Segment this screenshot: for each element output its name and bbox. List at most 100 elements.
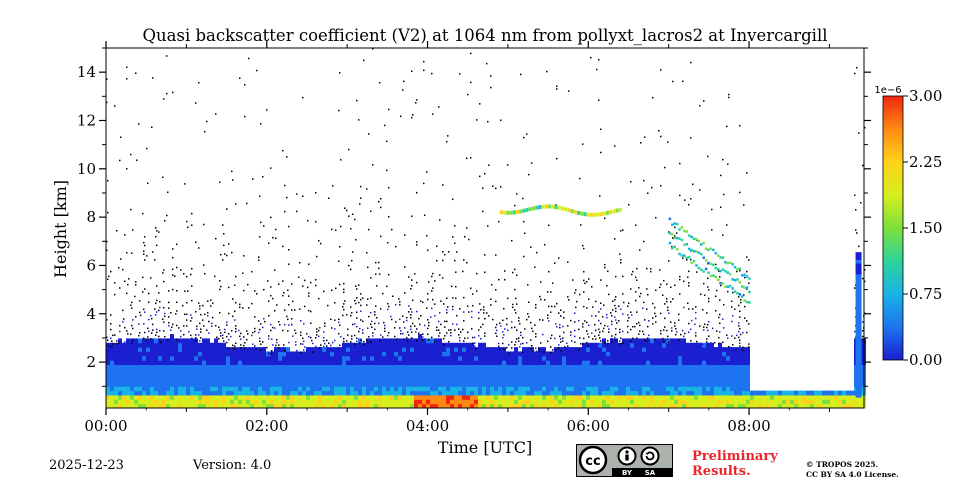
noise-pixel: [483, 306, 485, 308]
heatmap-cell: [170, 360, 174, 366]
heatmap-cell: [646, 342, 650, 348]
heatmap-cell: [702, 347, 706, 352]
noise-pixel: [684, 199, 686, 201]
noise-pixel: [536, 350, 538, 352]
noise-pixel: [323, 339, 325, 342]
heatmap-cell: [218, 386, 222, 392]
heatmap-cell: [442, 403, 446, 409]
heatmap-cell: [855, 364, 862, 369]
heatmap-cell: [162, 373, 166, 379]
heatmap-cell: [338, 381, 342, 387]
heatmap-cell: [134, 399, 138, 405]
noise-pixel: [339, 324, 341, 326]
heatmap-cell: [574, 347, 578, 352]
heatmap-cell: [514, 377, 518, 383]
heatmap-cell: [855, 393, 862, 398]
heatmap-cell: [554, 368, 558, 374]
noise-pixel: [235, 275, 237, 278]
noise-pixel: [459, 308, 461, 310]
heatmap-cell: [654, 373, 658, 379]
heatmap-cell: [746, 377, 750, 383]
heatmap-cell: [702, 381, 706, 387]
heatmap-cell: [602, 386, 606, 392]
heatmap-cell: [282, 364, 286, 370]
heatmap-cell: [678, 403, 682, 409]
plume-pixel: [695, 238, 698, 241]
heatmap-cell: [146, 355, 150, 361]
noise-pixel: [391, 228, 393, 231]
noise-pixel: [746, 331, 748, 334]
plume-pixel: [733, 290, 737, 293]
heatmap-cell: [406, 394, 410, 400]
noise-pixel: [282, 149, 284, 152]
noise-pixel: [156, 311, 158, 313]
heatmap-cell: [426, 347, 430, 352]
noise-pixel: [340, 159, 342, 161]
heatmap-cell: [855, 321, 862, 326]
heatmap-cell: [450, 360, 454, 366]
heatmap-cell: [726, 368, 730, 374]
noise-pixel: [144, 259, 146, 261]
heatmap-cell: [470, 377, 474, 383]
heatmap-cell: [174, 373, 178, 379]
noise-pixel: [114, 293, 116, 296]
heatmap-cell: [630, 368, 634, 374]
heatmap-cell: [634, 381, 638, 387]
noise-pixel: [302, 195, 304, 198]
noise-pixel: [318, 335, 320, 338]
heatmap-cell: [738, 381, 742, 387]
heatmap-cell: [466, 360, 470, 366]
heatmap-cell: [534, 373, 538, 379]
heatmap-cell: [110, 351, 114, 357]
noise-pixel: [527, 284, 529, 286]
noise-pixel: [186, 301, 188, 304]
noise-pixel: [446, 140, 448, 143]
noise-pixel: [286, 315, 288, 318]
heatmap-cell: [218, 399, 222, 405]
heatmap-cell: [446, 368, 450, 374]
noise-pixel: [198, 302, 200, 304]
noise-pixel: [294, 329, 296, 332]
heatmap-cell: [418, 381, 422, 387]
noise-pixel: [654, 338, 656, 341]
plume-pixel: [700, 243, 703, 246]
heatmap-cell: [506, 394, 510, 400]
heatmap-cell: [855, 277, 862, 282]
heatmap-cell: [378, 390, 382, 396]
noise-pixel: [495, 300, 497, 303]
noise-pixel: [479, 175, 481, 178]
heatmap-cell: [154, 351, 158, 357]
noise-pixel: [291, 318, 293, 320]
heatmap-cell: [174, 403, 178, 409]
heatmap-cell: [282, 360, 286, 366]
noise-pixel: [356, 297, 358, 299]
heatmap-cell: [610, 394, 614, 400]
heatmap-cell: [186, 377, 190, 383]
heatmap-cell: [166, 399, 170, 405]
heatmap-cell: [106, 360, 110, 366]
noise-pixel: [191, 337, 193, 340]
noise-pixel: [522, 197, 524, 200]
heatmap-cell: [322, 381, 326, 387]
heatmap-cell: [326, 373, 330, 379]
heatmap-cell: [590, 403, 594, 409]
heatmap-cell: [114, 381, 118, 387]
noise-pixel: [184, 313, 186, 316]
heatmap-cell: [638, 360, 642, 366]
noise-pixel: [171, 326, 173, 329]
heatmap-cell: [614, 399, 618, 405]
noise-pixel: [122, 321, 124, 323]
noise-pixel: [690, 137, 692, 139]
plume-pixel: [745, 300, 749, 304]
heatmap-cell: [366, 377, 370, 383]
noise-pixel: [718, 342, 720, 345]
heatmap-cell: [130, 394, 134, 400]
heatmap-cell: [266, 381, 270, 387]
noise-pixel: [699, 342, 701, 345]
heatmap-cell: [158, 381, 162, 387]
heatmap-cell: [855, 368, 862, 373]
noise-pixel: [402, 315, 404, 317]
heatmap-cell: [702, 364, 706, 370]
noise-pixel: [427, 327, 429, 330]
